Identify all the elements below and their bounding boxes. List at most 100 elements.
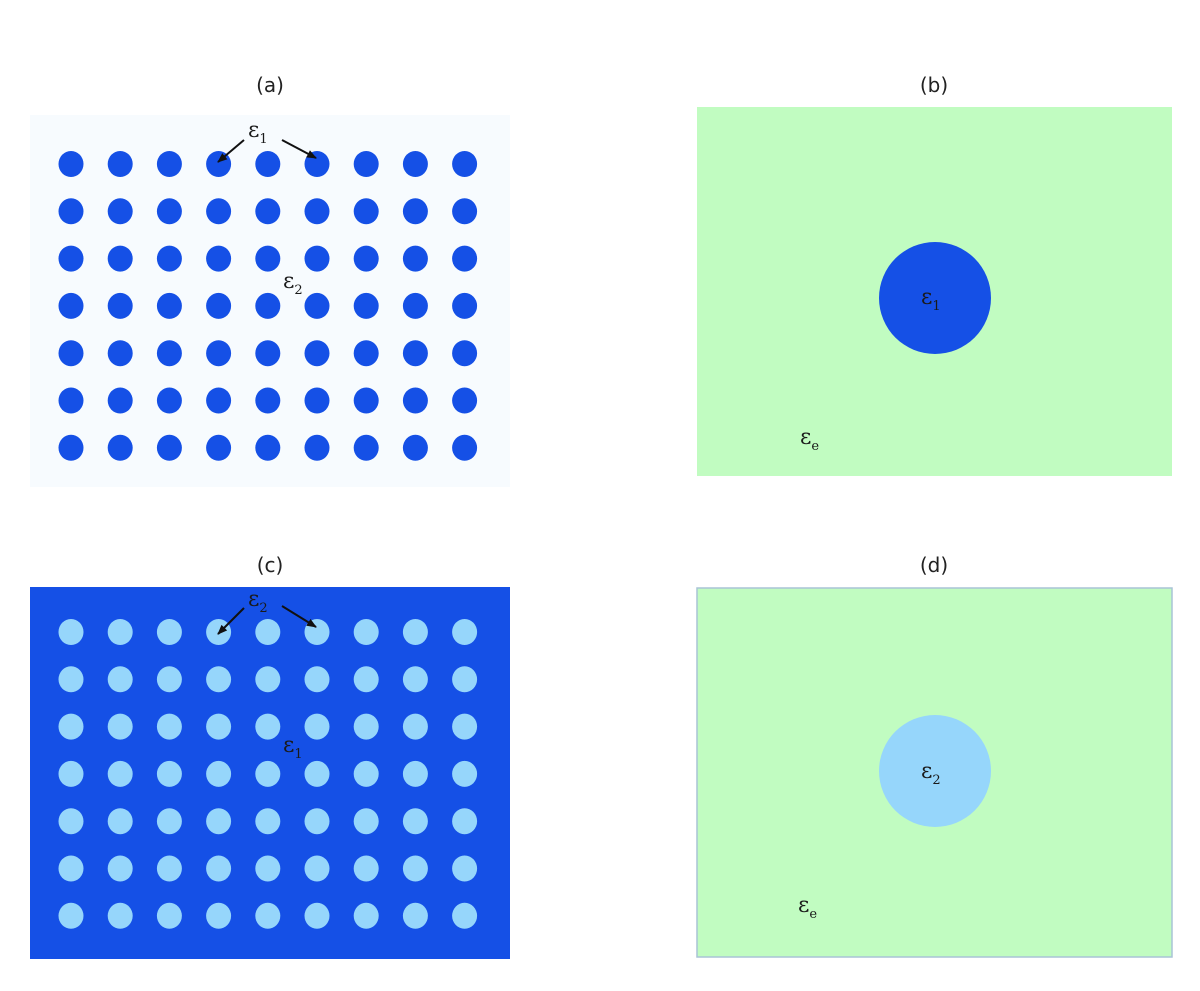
inclusion-dot	[107, 902, 133, 929]
inclusion-dot	[206, 760, 232, 787]
panel-d: (d) ε2 εe	[696, 553, 1173, 958]
panel-a-matrix-label: ε2	[283, 269, 303, 298]
inclusion-dot	[58, 619, 84, 645]
inclusion-dot	[402, 666, 428, 693]
inclusion-dot	[58, 808, 84, 835]
inclusion-dot	[58, 855, 84, 882]
inclusion-dot	[107, 198, 133, 225]
inclusion-dot	[304, 713, 330, 740]
inclusion-dot	[206, 434, 232, 461]
panel-c-title: (c)	[257, 553, 284, 577]
inclusion-dot	[255, 902, 281, 929]
inclusion-dot	[156, 340, 182, 367]
inclusion-dot	[402, 340, 428, 367]
inclusion-dot	[107, 387, 133, 414]
inclusion-dot	[304, 198, 330, 225]
inclusion-dot	[206, 713, 232, 740]
inclusion-dot	[402, 198, 428, 225]
inclusion-dot	[304, 292, 330, 319]
inclusion-dot	[353, 245, 379, 272]
inclusion-dot	[206, 666, 232, 693]
inclusion-dot	[58, 760, 84, 787]
inclusion-dot	[353, 760, 379, 787]
panel-c-arrow-left	[217, 607, 245, 635]
inclusion-dot	[402, 387, 428, 414]
inclusion-dot	[206, 387, 232, 414]
panel-b-inclusion	[879, 242, 991, 354]
inclusion-dot	[452, 245, 478, 272]
inclusion-dot	[255, 340, 281, 367]
inclusion-dot	[206, 340, 232, 367]
inclusion-dot	[402, 902, 428, 929]
inclusion-dot	[58, 387, 84, 414]
inclusion-dot	[255, 619, 281, 645]
inclusion-dot	[402, 151, 428, 177]
inclusion-dot	[156, 902, 182, 929]
inclusion-dot	[255, 808, 281, 835]
inclusion-dot	[353, 808, 379, 835]
inclusion-dot	[206, 198, 232, 225]
panel-c-matrix-label: ε1	[283, 733, 303, 762]
inclusion-dot	[452, 434, 478, 461]
inclusion-dot	[107, 292, 133, 319]
inclusion-dot	[255, 151, 281, 177]
inclusion-dot	[402, 292, 428, 319]
inclusion-dot	[206, 902, 232, 929]
inclusion-dot	[402, 619, 428, 645]
panel-a-arrow-right	[281, 139, 317, 159]
inclusion-dot	[255, 245, 281, 272]
inclusion-dot	[58, 713, 84, 740]
inclusion-dot	[206, 808, 232, 835]
inclusion-dot	[156, 760, 182, 787]
inclusion-dot	[107, 760, 133, 787]
inclusion-dot	[452, 151, 478, 177]
inclusion-dot	[452, 713, 478, 740]
inclusion-dot	[58, 151, 84, 177]
inclusion-dot	[255, 855, 281, 882]
inclusion-dot	[156, 245, 182, 272]
inclusion-dot	[156, 292, 182, 319]
inclusion-dot	[304, 666, 330, 693]
panel-b-inclusion-label: ε1	[921, 285, 941, 314]
inclusion-dot	[156, 151, 182, 177]
inclusion-dot	[452, 340, 478, 367]
inclusion-dot	[107, 666, 133, 693]
inclusion-dot	[156, 434, 182, 461]
inclusion-dot	[156, 808, 182, 835]
panel-c: (c) ε2 ε1	[30, 553, 510, 959]
inclusion-dot	[107, 245, 133, 272]
panel-a: (a) ε1 ε2	[30, 73, 510, 487]
inclusion-dot	[255, 292, 281, 319]
inclusion-dot	[206, 855, 232, 882]
inclusion-dot	[107, 808, 133, 835]
panel-d-inclusion-label: ε2	[921, 759, 941, 788]
inclusion-dot	[452, 619, 478, 645]
inclusion-dot	[107, 340, 133, 367]
inclusion-dot	[304, 245, 330, 272]
inclusion-dot	[58, 340, 84, 367]
inclusion-dot	[353, 198, 379, 225]
panel-a-arrow-left	[217, 139, 245, 163]
panel-c-arrow-label: ε2	[248, 587, 268, 616]
panel-d-effective-label: εe	[798, 893, 817, 922]
inclusion-dot	[402, 713, 428, 740]
inclusion-dot	[452, 198, 478, 225]
panel-c-arrow-right	[281, 605, 317, 628]
inclusion-dot	[452, 760, 478, 787]
inclusion-dot	[452, 292, 478, 319]
inclusion-dot	[107, 151, 133, 177]
inclusion-dot	[58, 666, 84, 693]
panel-c-inclusion-grid	[58, 619, 478, 929]
inclusion-dot	[156, 666, 182, 693]
inclusion-dot	[107, 855, 133, 882]
inclusion-dot	[304, 340, 330, 367]
inclusion-dot	[206, 292, 232, 319]
inclusion-dot	[304, 855, 330, 882]
inclusion-dot	[304, 902, 330, 929]
inclusion-dot	[353, 666, 379, 693]
panel-a-inclusion-grid	[58, 151, 478, 461]
inclusion-dot	[255, 713, 281, 740]
inclusion-dot	[58, 292, 84, 319]
inclusion-dot	[452, 666, 478, 693]
inclusion-dot	[255, 434, 281, 461]
